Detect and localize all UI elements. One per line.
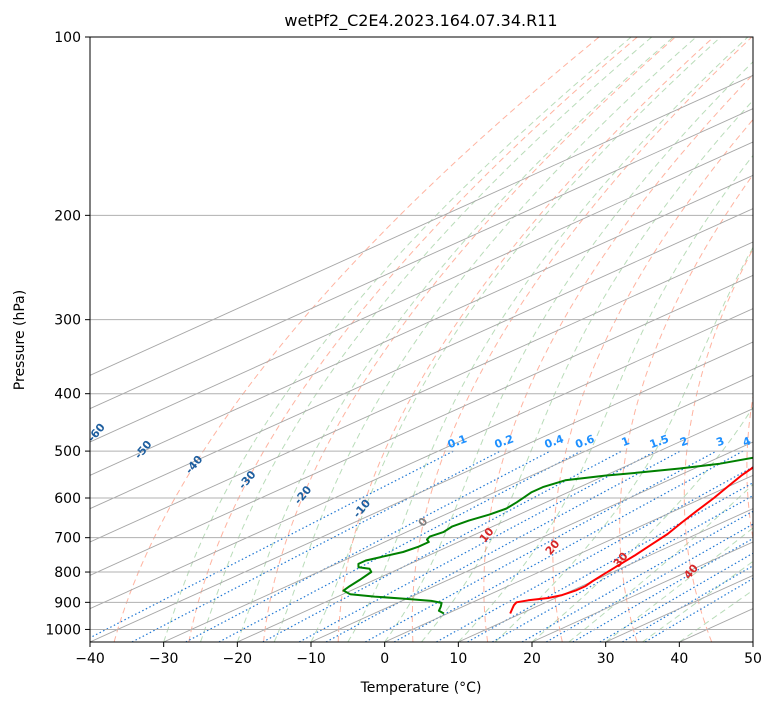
x-tick-label: 20 [523, 651, 541, 667]
mixing-ratio-label: 0.2 [493, 432, 516, 451]
y-tick-label: 600 [54, 491, 81, 507]
isotherm-10 [458, 508, 753, 642]
dry-adiabat-label: -50 [132, 438, 155, 462]
isotherm--70 [90, 241, 753, 543]
profiles [342, 456, 753, 615]
mixing-ratio-line-6 [436, 466, 753, 642]
y-tick-label: 800 [54, 565, 81, 581]
x-tick-label: −20 [223, 651, 253, 667]
x-axis-label: Temperature (°C) [360, 680, 482, 696]
dry-adiabat-label: -60 [85, 421, 108, 445]
isotherm--50 [90, 308, 753, 610]
dry-adiabat-label: -20 [292, 483, 315, 507]
dry-adiabat-label: 40 [681, 561, 701, 581]
mixing-ratio-label: 1.5 [648, 432, 671, 451]
dry-adiabat-10 [483, 73, 753, 642]
isotherm--40 [90, 341, 753, 642]
y-axis-label: Pressure (hPa) [12, 290, 28, 390]
y-tick-label: 100 [54, 30, 81, 46]
x-tick-label: 40 [670, 651, 688, 667]
mixing-ratio-lines [90, 450, 753, 642]
isotherm-50 [752, 641, 753, 642]
mixing-ratio-line-1.5 [298, 450, 656, 642]
isotherm--100 [90, 141, 753, 443]
dry-adiabat-label: 20 [543, 537, 563, 557]
moist-adiabat--25 [200, 37, 653, 642]
mixing-ratio-line-0.6 [218, 450, 582, 642]
isotherm--30 [163, 374, 753, 642]
dry-adiabat-label: -10 [351, 497, 374, 521]
mixing-ratio-line-16 [545, 523, 753, 642]
dry-adiabat-label: 10 [477, 525, 497, 545]
isotherms [90, 74, 753, 642]
dry-adiabat-50 [746, 393, 753, 541]
mixing-ratio-labels: 0.10.20.40.611.52346810131620253036 [446, 432, 753, 451]
dry-adiabat-20 [552, 118, 753, 642]
y-tick-label: 500 [54, 444, 81, 460]
isotherm--20 [237, 408, 753, 642]
mixing-ratio-label: 0.1 [446, 432, 469, 451]
mixing-ratio-line-10 [491, 494, 753, 642]
y-tick-label: 700 [54, 531, 81, 547]
x-tick-label: −30 [149, 651, 179, 667]
dry-adiabat-label: -30 [236, 468, 259, 492]
y-tick-label: 900 [54, 595, 81, 611]
mixing-ratio-label: 3 [714, 434, 726, 449]
isobars [90, 37, 753, 630]
moist-adiabat--30 [163, 37, 632, 642]
plot-frame [89, 36, 754, 643]
moist-adiabat-40 [679, 589, 753, 642]
mixing-ratio-line-20 [572, 537, 753, 642]
x-tick-label: −10 [296, 651, 326, 667]
y-tick-label: 200 [54, 208, 81, 224]
dry-adiabat--30 [188, 37, 638, 642]
moist-adiabat-25 [568, 483, 753, 642]
isotherm--110 [90, 108, 753, 410]
x-tick-label: 30 [597, 651, 615, 667]
dry-adiabat--10 [337, 37, 714, 642]
moist-adiabat-35 [642, 560, 753, 642]
isotherm--90 [90, 174, 753, 476]
x-tick-label: 50 [744, 651, 762, 667]
moist-adiabat--10 [310, 37, 722, 642]
dry-adiabat--20 [263, 37, 676, 642]
y-axis-ticks: 100 200 300 400 500 600 700 800 900 1000 [45, 30, 90, 638]
y-tick-label: 400 [54, 387, 81, 403]
dry-adiabat--40 [113, 37, 600, 642]
x-tick-label: 10 [449, 651, 467, 667]
isotherm--60 [90, 274, 753, 576]
x-tick-label: 0 [380, 651, 389, 667]
moist-adiabat--5 [347, 37, 749, 642]
mixing-ratio-label: 0.6 [573, 432, 596, 451]
isotherm--80 [90, 208, 753, 510]
temperature-profile [509, 466, 753, 614]
isotherm--10 [310, 441, 753, 642]
moist-adiabat-10 [457, 154, 753, 642]
dewpoint-profile [342, 456, 753, 615]
mixing-ratio-line-2 [325, 450, 681, 642]
dry-adiabats [113, 37, 753, 642]
moist-adiabat-20 [531, 406, 753, 642]
moist-adiabat--20 [236, 37, 674, 642]
mixing-ratio-line-0.1 [90, 450, 454, 639]
moist-adiabat-0 [384, 61, 753, 642]
isotherm-40 [679, 608, 753, 642]
isotherm-0 [384, 474, 753, 642]
mixing-ratio-label: 4 [741, 434, 753, 449]
dry-adiabat-label: -70 [41, 403, 64, 427]
dry-adiabat-30 [619, 173, 753, 642]
isotherm--120 [90, 74, 753, 376]
x-axis-ticks: −40 −30 −20 −10 0 10 20 30 40 50 [75, 642, 762, 667]
mixing-ratio-label: 2 [678, 434, 690, 449]
mixing-ratio-label: 1 [620, 434, 632, 449]
y-tick-label: 300 [54, 313, 81, 329]
moist-adiabat-5 [421, 99, 753, 642]
x-tick-label: −40 [75, 651, 105, 667]
mixing-ratio-label: 0.4 [543, 432, 566, 451]
chart-title: wetPf2_C2E4.2023.164.07.34.R11 [284, 11, 557, 31]
moist-adiabat--15 [273, 37, 697, 642]
y-tick-label: 1000 [45, 622, 81, 638]
dry-adiabat-label: -40 [183, 453, 206, 477]
